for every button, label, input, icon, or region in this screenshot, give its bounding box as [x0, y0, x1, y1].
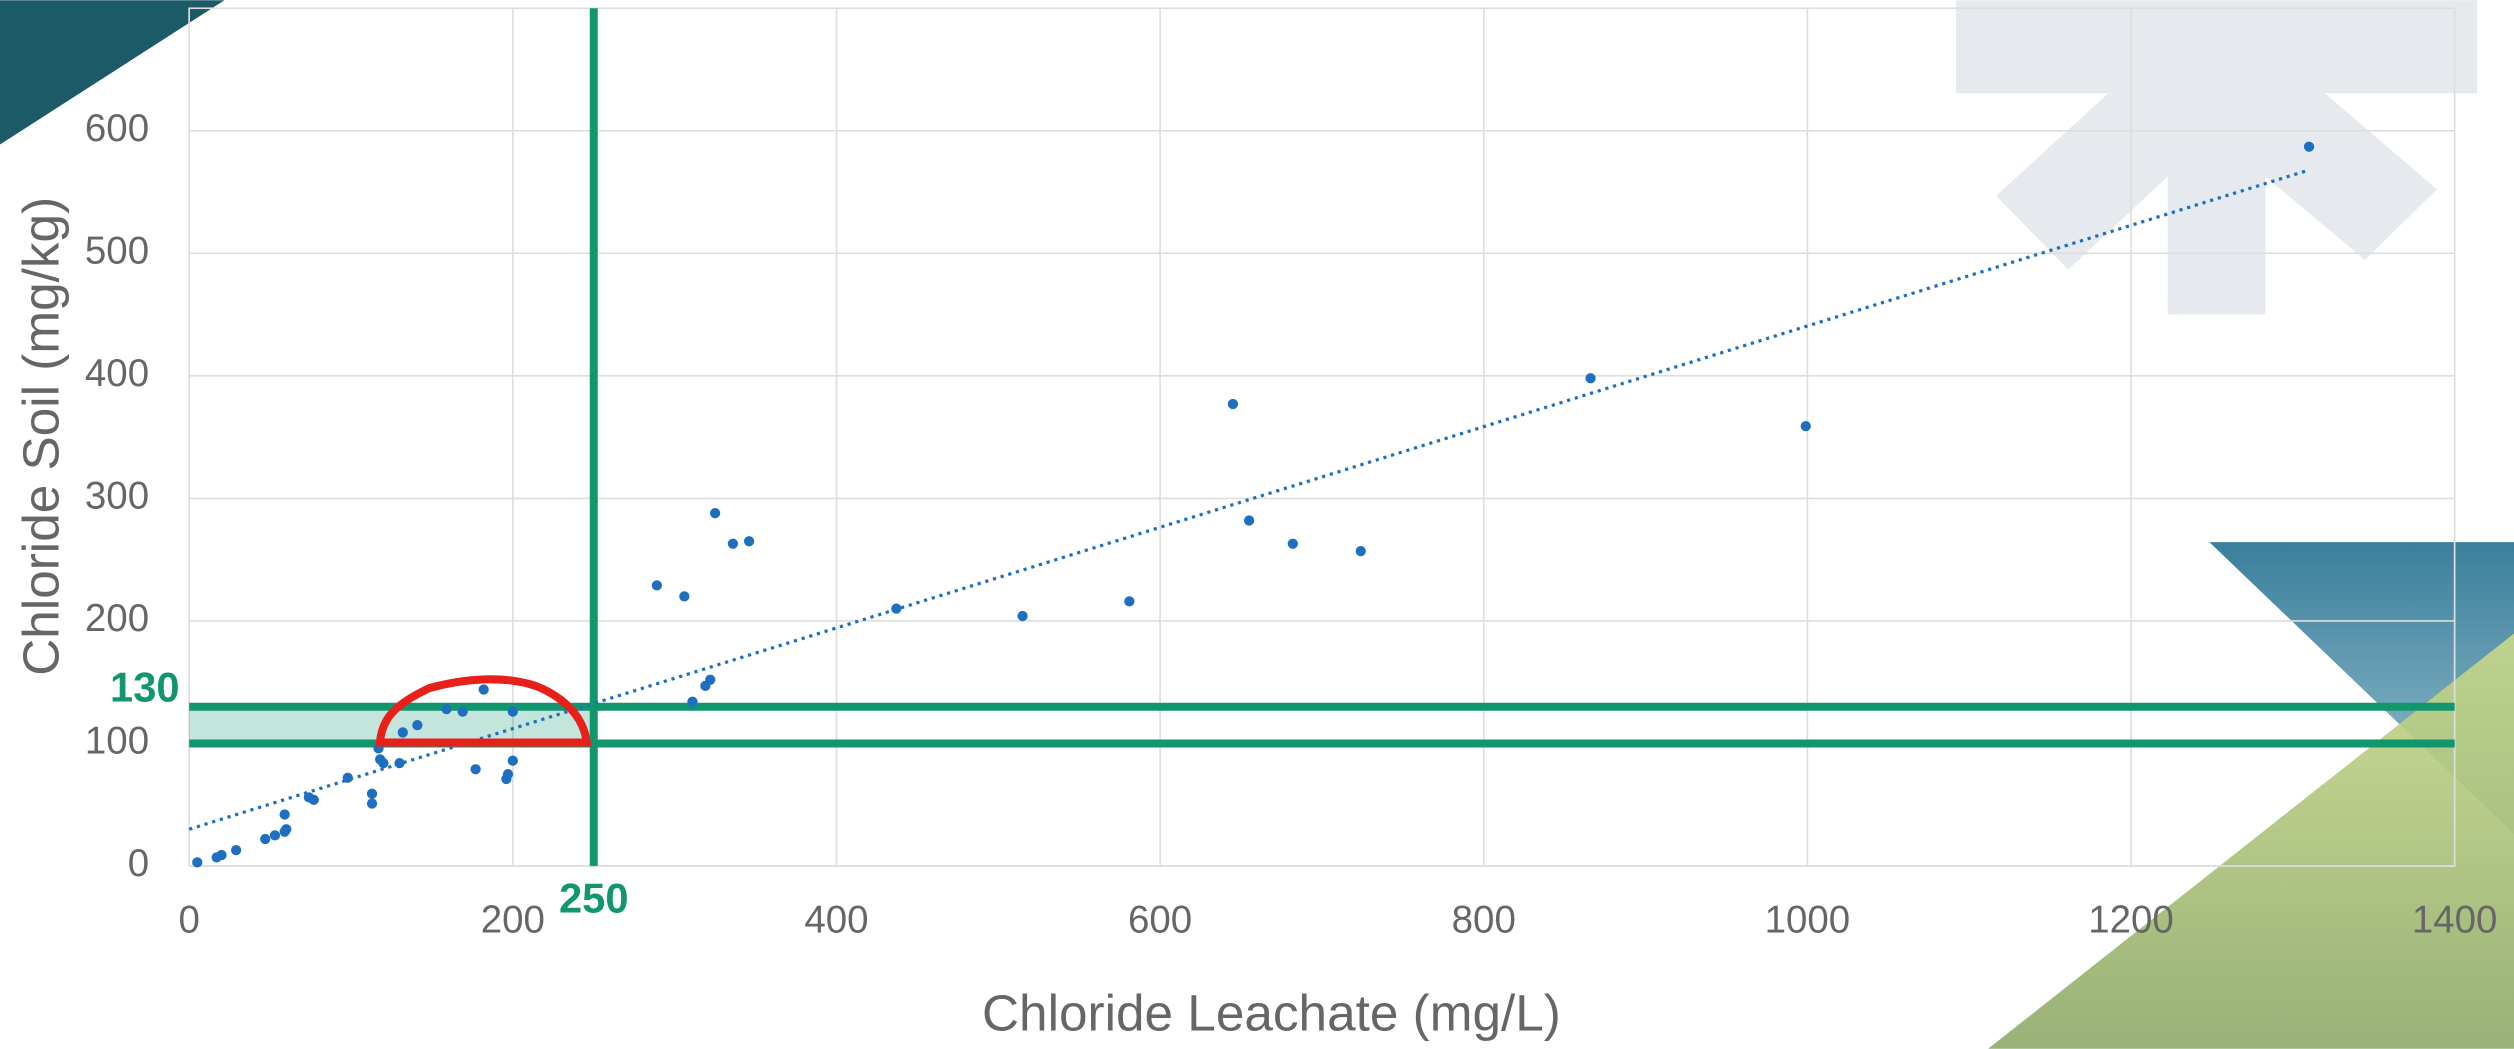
point: [727, 538, 739, 549]
point: [1124, 596, 1135, 607]
point: [507, 706, 518, 717]
point: [1243, 515, 1255, 526]
point: [1287, 538, 1298, 549]
point: [192, 857, 203, 868]
point: [279, 809, 290, 820]
x-axis-title: Chloride Leachate (mg/L): [982, 984, 1561, 1041]
point: [308, 794, 319, 805]
point: [1800, 420, 1811, 432]
x-tick-label: 800: [1452, 898, 1516, 941]
point: [366, 798, 378, 809]
trendline: [188, 168, 2310, 831]
point: [457, 706, 468, 717]
y-axis-title: Chloride Soil (mg/kg): [12, 197, 69, 676]
point: [1585, 373, 1596, 384]
point: [1227, 398, 1239, 410]
point: [1017, 610, 1028, 622]
decor-green: [1988, 633, 2514, 1049]
point: [230, 844, 242, 856]
point: [260, 833, 271, 845]
point: [502, 768, 514, 780]
point: [378, 757, 389, 769]
point: [891, 603, 902, 614]
y-tick-label: 0: [128, 842, 149, 885]
reference-label: 250: [559, 874, 629, 921]
point: [366, 788, 378, 799]
point: [269, 830, 281, 841]
point: [1355, 545, 1366, 557]
y-tick-label: 300: [85, 475, 149, 518]
point: [441, 704, 452, 715]
x-tick-label: 600: [1128, 898, 1192, 941]
point: [687, 696, 698, 707]
y-tick-label: 600: [85, 107, 149, 150]
x-tick-label: 200: [481, 898, 545, 941]
x-tick-label: 0: [178, 898, 199, 941]
point: [281, 824, 292, 835]
y-tick-label: 500: [85, 229, 149, 272]
point: [412, 719, 423, 731]
x-tick-label: 400: [804, 898, 868, 941]
point: [507, 755, 518, 766]
highlight-outline: [375, 675, 592, 747]
point: [679, 591, 690, 602]
y-tick-label: 100: [85, 720, 149, 763]
point: [2303, 141, 2315, 152]
point: [705, 674, 716, 685]
x-tick-label: 1400: [2412, 898, 2498, 941]
reference-label: 130: [110, 664, 180, 711]
point: [342, 772, 353, 783]
point: [709, 507, 721, 519]
decor-arrow: [1956, 0, 2478, 315]
x-tick-label: 1000: [1765, 898, 1851, 941]
y-tick-label: 200: [85, 597, 149, 640]
y-tick-label: 400: [85, 352, 149, 395]
point: [397, 727, 408, 738]
point: [394, 757, 405, 769]
point: [743, 536, 755, 547]
x-tick-label: 1200: [2088, 898, 2174, 941]
point: [216, 849, 227, 861]
point: [478, 684, 489, 695]
point: [651, 580, 662, 591]
point: [470, 764, 481, 775]
